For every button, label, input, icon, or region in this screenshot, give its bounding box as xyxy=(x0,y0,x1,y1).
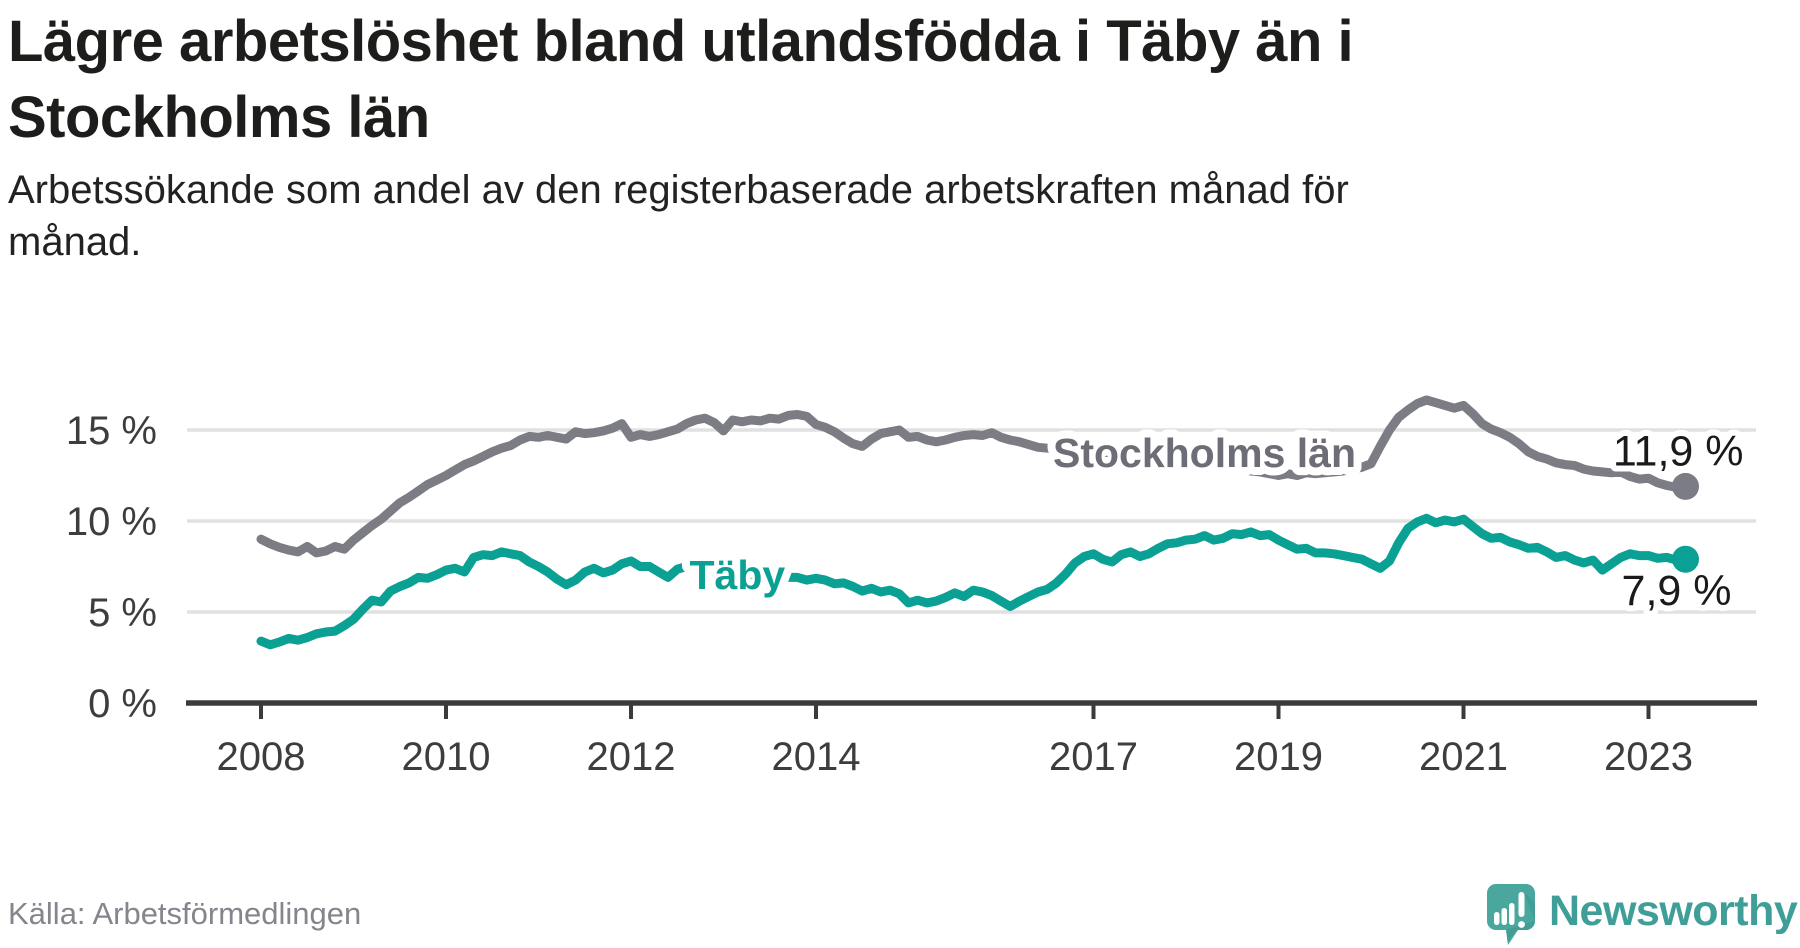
logo-exclamation-dot xyxy=(1518,921,1525,928)
x-tick-label-2017: 2017 xyxy=(1049,735,1138,779)
end-dot-stockholm xyxy=(1672,472,1699,500)
series-label-taby: Täby xyxy=(690,552,786,598)
x-tick-label-2023: 2023 xyxy=(1604,735,1693,779)
x-tick-label-2019: 2019 xyxy=(1234,735,1323,779)
chart-title-line1: Lägre arbetslöshet bland utlandsfödda i … xyxy=(8,9,1354,74)
logo-bar-3 xyxy=(1509,903,1515,925)
y-tick-label-15: 15 % xyxy=(66,409,157,453)
logo-shadow xyxy=(1505,891,1535,945)
chart-title: Lägre arbetslöshet bland utlandsfödda i … xyxy=(8,4,1354,156)
end-dot-taby xyxy=(1672,545,1699,573)
y-tick-label-10: 10 % xyxy=(66,500,157,544)
chart-subtitle-line2: månad. xyxy=(8,220,142,264)
y-tick-label-0: 0 % xyxy=(88,682,157,726)
x-tick-label-2014: 2014 xyxy=(772,735,861,779)
newsworthy-logo-icon xyxy=(1487,884,1535,945)
newsworthy-branding: Newsworthy xyxy=(1486,882,1798,948)
newsworthy-wordmark: Newsworthy xyxy=(1549,886,1798,935)
series-label-stockholm: Stockholms län xyxy=(1053,430,1356,476)
x-tick-label-2008: 2008 xyxy=(217,735,306,779)
end-value-label-stockholm: 11,9 % xyxy=(1613,427,1744,475)
x-tick-label-2012: 2012 xyxy=(587,735,676,779)
series-line-stockholm xyxy=(256,395,1690,558)
logo-bar-1 xyxy=(1494,912,1500,925)
logo-exclamation-bar xyxy=(1518,892,1525,917)
source-note: Källa: Arbetsförmedlingen xyxy=(8,896,362,931)
y-tick-label-5: 5 % xyxy=(88,591,157,635)
chart-title-line2: Stockholms län xyxy=(8,85,430,150)
series-line-taby xyxy=(256,513,1690,650)
x-tick-label-2010: 2010 xyxy=(402,735,491,779)
logo-bar-2 xyxy=(1501,908,1507,925)
x-tick-label-2021: 2021 xyxy=(1419,735,1508,779)
chart-subtitle-line1: Arbetssökande som andel av den registerb… xyxy=(8,168,1349,212)
end-value-label-taby: 7,9 % xyxy=(1622,567,1732,615)
chart-subtitle: Arbetssökande som andel av den registerb… xyxy=(8,164,1349,268)
